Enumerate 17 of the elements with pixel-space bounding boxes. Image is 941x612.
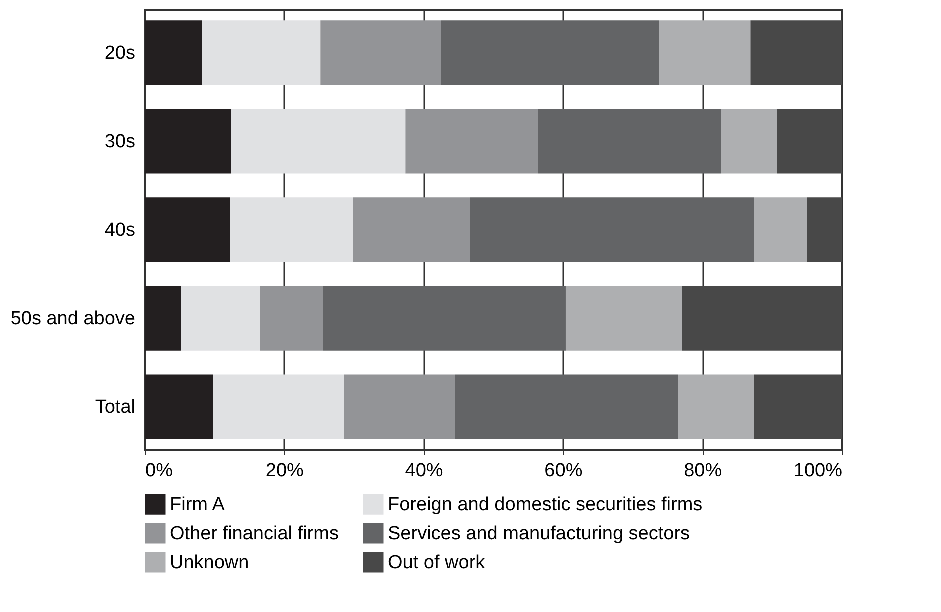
y-tick-label: 40s [104,220,136,241]
legend-label: Foreign and domestic securities firms [388,494,703,516]
legend-label: Firm A [170,494,226,516]
legend-label: Unknown [170,552,250,574]
y-tick-label: 30s [104,131,136,152]
x-tick-label: 20% [266,460,304,482]
legend-label: Services and manufacturing sectors [388,524,690,544]
y-tick-label: 50s and above [10,308,136,330]
y-tick-label: 20s [104,42,136,64]
x-tick-label: 0% [146,460,174,482]
legend-label: Other financial firms [170,524,339,544]
x-tick-label: 100% [794,460,843,482]
x-tick-label: 60% [544,460,583,482]
legend-label: Out of work [388,552,486,574]
y-tick-label: Total [95,397,136,418]
x-tick-label: 80% [684,460,722,482]
x-tick-label: 40% [405,460,444,482]
